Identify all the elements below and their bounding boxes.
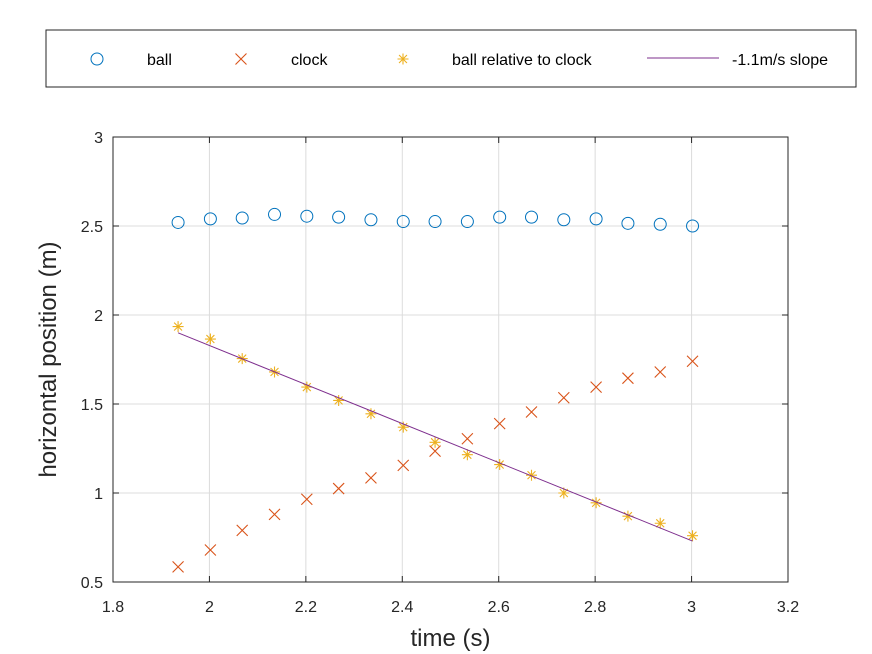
plot-series <box>171 207 700 573</box>
data-point <box>300 493 313 506</box>
data-point <box>204 333 216 345</box>
data-point <box>686 355 699 368</box>
legend-label: clock <box>291 52 328 69</box>
data-point <box>397 421 409 433</box>
y-tick-label: 2 <box>94 308 103 325</box>
data-point <box>333 394 345 406</box>
data-point <box>268 508 281 521</box>
ticks: 1.8 2 2.2 2.4 2.6 2.8 3 3.2 0.5 1 1.5 2 2.5 3 <box>81 130 799 616</box>
legend: ball clock ball relative to clock -1.1m/s s… <box>45 29 857 88</box>
data-point <box>203 212 217 226</box>
data-point <box>236 524 249 537</box>
data-point <box>687 530 699 542</box>
data-point <box>461 449 473 461</box>
data-point <box>558 487 570 499</box>
legend-marker <box>90 52 104 66</box>
legend-marker <box>235 53 247 65</box>
data-point <box>557 213 571 227</box>
y-tick-label: 2.5 <box>81 219 103 236</box>
x-tick-label: 2 <box>205 599 214 616</box>
x-axis-title: time (s) <box>411 625 491 652</box>
data-point <box>621 216 635 230</box>
data-point <box>461 432 474 445</box>
data-point <box>493 210 507 224</box>
plot-frame <box>112 136 789 583</box>
data-point <box>493 417 506 430</box>
data-point <box>686 219 700 233</box>
legend-marker <box>397 53 409 65</box>
y-tick-label: 1.5 <box>81 397 103 414</box>
data-point <box>364 213 378 227</box>
data-point <box>653 217 667 231</box>
data-point <box>590 381 602 393</box>
data-point <box>429 436 441 448</box>
data-point <box>460 215 474 229</box>
data-point <box>590 497 602 509</box>
data-point <box>396 215 410 229</box>
legend-box <box>45 29 857 88</box>
series-3 <box>177 332 693 542</box>
x-tick-label: 2.2 <box>295 599 317 616</box>
data-point <box>332 210 346 224</box>
series-0 <box>171 207 700 233</box>
data-point <box>397 459 410 472</box>
data-point <box>526 469 537 481</box>
data-point <box>301 381 313 393</box>
legend-label: ball <box>147 52 172 69</box>
data-point <box>622 510 634 522</box>
x-tick-label: 3 <box>687 599 696 616</box>
y-tick-label: 3 <box>94 130 103 147</box>
y-tick-label: 0.5 <box>81 575 103 592</box>
y-axis-title: horizontal position (m) <box>35 241 62 477</box>
data-point <box>557 391 570 404</box>
series-2 <box>172 321 699 542</box>
data-point <box>235 211 249 225</box>
grid <box>112 136 789 583</box>
series-1 <box>172 355 699 573</box>
data-point <box>525 406 538 418</box>
x-tick-label: 3.2 <box>777 599 799 616</box>
data-point <box>622 372 634 385</box>
data-point <box>494 459 506 471</box>
data-point <box>332 482 345 495</box>
x-tick-label: 1.8 <box>102 599 124 616</box>
data-point <box>525 210 538 224</box>
data-point <box>365 408 377 420</box>
data-point <box>428 215 442 229</box>
data-point <box>268 207 282 221</box>
legend-label: -1.1m/s slope <box>732 52 828 69</box>
y-tick-label: 1 <box>94 486 103 503</box>
data-point <box>300 209 314 223</box>
data-point <box>172 560 184 573</box>
data-point <box>365 471 377 484</box>
x-tick-label: 2.8 <box>584 599 606 616</box>
data-point <box>204 544 217 556</box>
x-tick-label: 2.4 <box>391 599 413 616</box>
data-point <box>172 321 184 333</box>
data-point <box>171 215 185 229</box>
slope-line <box>177 332 693 542</box>
legend-label: ball relative to clock <box>452 52 593 69</box>
data-point <box>429 445 441 458</box>
data-point <box>654 366 667 378</box>
data-point <box>654 517 666 529</box>
data-point <box>589 212 603 226</box>
x-tick-label: 2.6 <box>488 599 510 616</box>
